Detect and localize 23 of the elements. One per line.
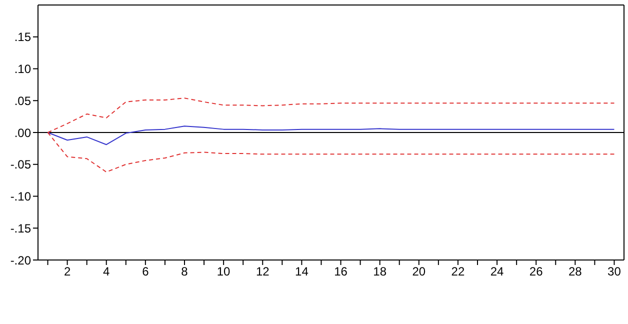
x-tick-label: 20 xyxy=(412,264,426,279)
y-tick-label: .05 xyxy=(14,94,32,108)
x-tick-label: 8 xyxy=(181,264,188,279)
x-tick-label: 26 xyxy=(529,264,544,279)
x-tick-label: 22 xyxy=(451,264,465,279)
y-tick-label: .15 xyxy=(14,30,32,44)
x-tick-label: 28 xyxy=(568,264,582,279)
x-tick-label: 12 xyxy=(256,264,270,279)
x-tick-label: 30 xyxy=(608,264,622,279)
y-tick-label: .00 xyxy=(14,126,32,140)
x-tick-label: 24 xyxy=(490,264,504,279)
y-tick-label: -.20 xyxy=(10,253,32,268)
x-tick-label: 16 xyxy=(334,264,348,279)
y-tick-label: .10 xyxy=(14,62,32,76)
y-tick-label: -.10 xyxy=(10,190,32,204)
x-tick-label: 14 xyxy=(295,264,309,279)
x-tick-label: 18 xyxy=(373,264,387,279)
x-tick-label: 10 xyxy=(216,264,231,279)
x-tick-label: 2 xyxy=(64,264,71,279)
y-tick-label: -.15 xyxy=(10,221,32,236)
y-tick-label: -.05 xyxy=(10,158,32,172)
x-tick-label: 6 xyxy=(142,264,150,279)
x-tick-label: 4 xyxy=(103,264,110,279)
